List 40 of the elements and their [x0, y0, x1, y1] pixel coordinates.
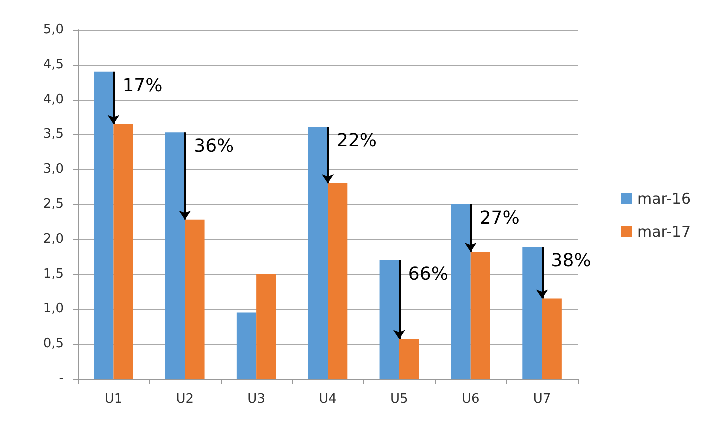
- bar: [399, 339, 420, 379]
- legend-label: mar-17: [637, 223, 692, 241]
- annotation: 17%: [122, 75, 163, 96]
- annotation: 66%: [408, 264, 448, 285]
- annotation: 27%: [480, 208, 520, 229]
- x-tick-label: U6: [462, 392, 480, 407]
- y-tick-label: 4,5: [43, 57, 64, 72]
- x-tick-label: U3: [248, 392, 266, 407]
- bar: [166, 132, 186, 379]
- y-tick-label: 2,5: [43, 197, 64, 212]
- annotation: 38%: [551, 250, 592, 272]
- y-tick-label: 2,0: [43, 232, 64, 247]
- annotation: 22%: [337, 130, 378, 152]
- y-tick-label: 0,5: [43, 336, 64, 352]
- annotation: 36%: [194, 136, 234, 158]
- bar: [236, 312, 257, 379]
- x-tick-label: U4: [319, 392, 337, 407]
- x-tick-label: U2: [176, 392, 194, 407]
- y-tick-label: 4,0: [43, 92, 64, 108]
- y-tick-label: 3,5: [43, 127, 64, 142]
- bar: [94, 72, 114, 379]
- bar: [308, 127, 328, 379]
- bar: [542, 298, 562, 379]
- x-tick-label: U7: [533, 392, 552, 407]
- y-tick-label: 3,0: [43, 162, 64, 178]
- y-tick-label: -: [59, 372, 64, 386]
- bar: [522, 247, 542, 379]
- bar: [185, 220, 205, 379]
- bar: [451, 204, 471, 379]
- bar: [328, 184, 348, 379]
- bar: [380, 260, 400, 379]
- y-tick-label: 5,0: [43, 22, 64, 38]
- bar: [470, 252, 490, 379]
- legend-label: mar-16: [637, 190, 692, 208]
- y-tick-label: 1,5: [43, 266, 64, 282]
- y-tick-label: 1,0: [43, 302, 64, 317]
- bar: [256, 274, 276, 379]
- x-tick-label: U5: [390, 392, 408, 407]
- x-tick-label: U1: [104, 392, 123, 407]
- bar: [114, 124, 134, 379]
